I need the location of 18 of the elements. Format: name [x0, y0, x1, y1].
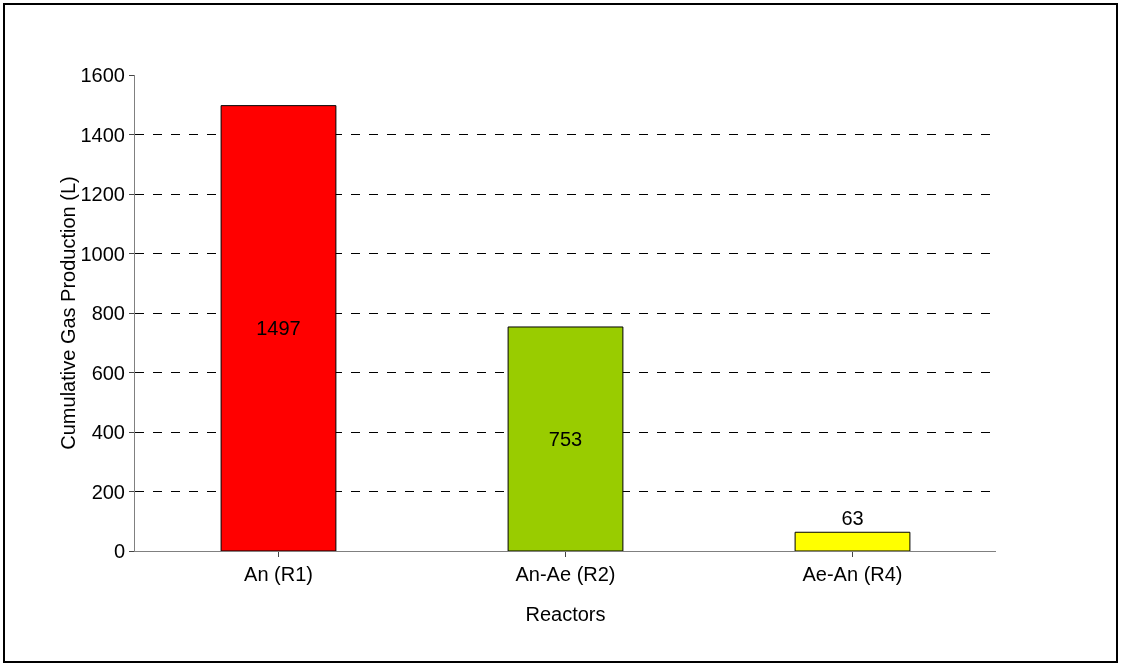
x-tick-label: Ae-An (R4) — [802, 563, 903, 585]
y-tick-label: 1000 — [80, 242, 125, 265]
y-tick-label: 1200 — [80, 183, 125, 205]
x-tick-label: An-Ae (R2) — [515, 563, 616, 585]
x-axis-title: Reactors — [525, 603, 606, 625]
data-label: 1497 — [256, 317, 301, 340]
x-tick-label: An (R1) — [244, 563, 313, 585]
y-tick-label: 800 — [91, 302, 125, 324]
y-tick-label: 200 — [91, 480, 125, 503]
y-tick-label: 600 — [91, 361, 125, 384]
y-tick-label: 1400 — [80, 123, 125, 146]
data-label: 753 — [548, 427, 583, 450]
y-tick-label: 0 — [113, 540, 125, 562]
y-tick-label: 400 — [91, 421, 125, 443]
y-axis-title: Cumulative Gas Production (L) — [56, 176, 79, 450]
bar — [794, 531, 911, 551]
data-label: 63 — [841, 507, 864, 530]
y-tick-label: 1600 — [80, 64, 125, 86]
